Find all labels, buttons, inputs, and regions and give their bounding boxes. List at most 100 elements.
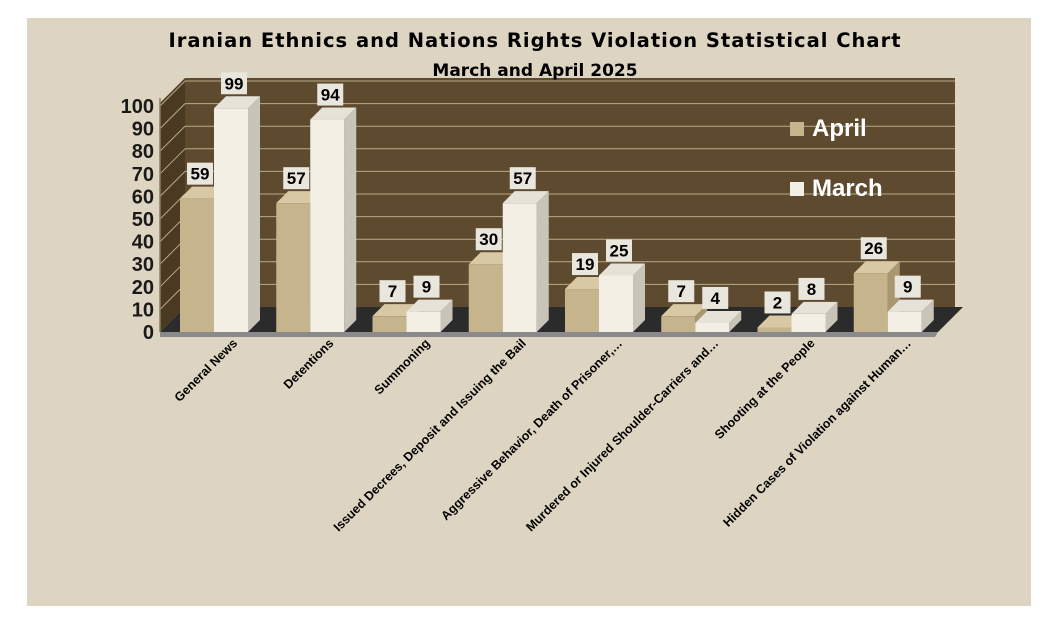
y-tick-label: 0	[143, 322, 154, 344]
data-label-box	[668, 280, 695, 303]
bar-front	[661, 316, 696, 332]
x-tick-label: Detentions	[281, 336, 337, 392]
x-tick-label: Issued Decrees, Deposit and Issuing the …	[331, 336, 529, 534]
gridline-side	[159, 125, 186, 152]
bar-front	[180, 198, 214, 332]
legend-swatch-march	[790, 182, 804, 196]
bar-top	[214, 96, 260, 109]
bar-top	[661, 304, 708, 317]
y-tick-label: 100	[121, 96, 154, 118]
bars: 59 57 7 30 19 7 2 26 99 94 9 57 25 4 8 9	[180, 72, 934, 332]
y-tick-label: 80	[132, 141, 154, 163]
data-label-box	[798, 277, 825, 300]
x-tick-label: Summoning	[372, 336, 433, 397]
bar-front	[502, 203, 537, 332]
data-label: 59	[191, 165, 210, 184]
bar-side	[344, 107, 357, 332]
legend-label-april: April	[812, 115, 867, 142]
data-label-box	[413, 275, 440, 298]
bar-front	[468, 264, 503, 332]
bar-march-7	[887, 299, 934, 332]
data-label-box	[702, 286, 729, 309]
bar-march-5	[695, 310, 742, 332]
bar-march-2	[406, 299, 453, 332]
bar-front	[372, 316, 407, 332]
y-tick-label: 30	[132, 254, 154, 276]
bar-march-1	[310, 107, 357, 332]
chart-frame: 0 10 20 30 40 50 60 70 80 90 100 59 57 7 30 19 7 2 26 99 94…	[27, 18, 1031, 606]
chart-subtitle: March and April 2025	[432, 61, 637, 81]
data-label: 25	[610, 242, 629, 261]
y-tick-label: 60	[132, 186, 154, 208]
data-label: 99	[225, 74, 244, 93]
bar-top	[599, 263, 645, 276]
x-tick-label: General News	[172, 336, 240, 404]
floor-edge	[160, 332, 938, 337]
x-tick-label: Aggressive Behavior, Death of Prisoner,…	[438, 336, 625, 523]
data-label-box	[860, 237, 887, 260]
bar-side	[633, 263, 645, 332]
data-label-box	[894, 275, 921, 298]
bar-front	[599, 275, 633, 332]
data-label-box	[283, 167, 310, 190]
chart-title: Iranian Ethnics and Nations Rights Viola…	[168, 29, 901, 52]
bar-top	[853, 261, 900, 274]
y-tick-label: 20	[132, 277, 154, 299]
x-tick-label: Murdered or Injured Shoulder-Carriers an…	[523, 336, 721, 534]
y-tick-label: 90	[132, 119, 154, 141]
back-wall	[185, 78, 955, 307]
bar-top	[695, 310, 742, 323]
x-tick-label: Shooting at the People	[712, 336, 818, 442]
bar-front	[276, 203, 311, 332]
data-label: 9	[903, 278, 912, 297]
data-label: 8	[807, 280, 816, 299]
data-label: 7	[677, 282, 686, 301]
legend: April March	[790, 115, 883, 202]
bar-side	[921, 299, 934, 332]
data-label: 26	[864, 239, 883, 258]
bar-side	[248, 96, 260, 332]
data-label: 2	[773, 293, 782, 312]
bar-front	[406, 311, 441, 332]
bar-side	[440, 299, 453, 332]
data-label-box	[187, 162, 213, 185]
data-label-box	[572, 253, 598, 276]
gridline-side	[159, 80, 186, 107]
bar-front	[214, 108, 248, 332]
bar-top	[406, 299, 453, 312]
data-label: 94	[321, 86, 340, 105]
data-label-box	[379, 280, 406, 303]
data-label-box	[475, 228, 502, 251]
bar-top	[791, 301, 838, 314]
data-label-box	[764, 291, 791, 314]
bar-front	[853, 273, 888, 332]
data-label: 7	[388, 282, 397, 301]
bar-side	[825, 301, 838, 332]
data-label: 30	[479, 230, 498, 249]
data-label: 57	[287, 169, 306, 188]
bar-march-0	[214, 96, 260, 332]
data-label-box	[509, 167, 536, 190]
data-label: 57	[513, 169, 532, 188]
data-label-box	[221, 72, 247, 95]
gridline-side	[159, 103, 186, 129]
bar-front	[695, 322, 730, 332]
legend-label-march: March	[812, 175, 883, 202]
bar-front	[887, 311, 922, 332]
data-label-box	[606, 239, 632, 262]
bar-top	[887, 299, 934, 312]
legend-swatch-april	[790, 122, 804, 136]
y-tick-label: 10	[132, 299, 154, 321]
bar-march-4	[599, 263, 645, 332]
bar-front	[791, 313, 826, 332]
bar-march-3	[502, 191, 549, 332]
y-tick-label: 40	[132, 232, 154, 254]
bar-march-6	[791, 301, 838, 332]
gridline-side	[159, 171, 186, 197]
bar-side	[729, 310, 742, 332]
data-label-box	[317, 83, 344, 106]
bar-side	[536, 191, 549, 332]
